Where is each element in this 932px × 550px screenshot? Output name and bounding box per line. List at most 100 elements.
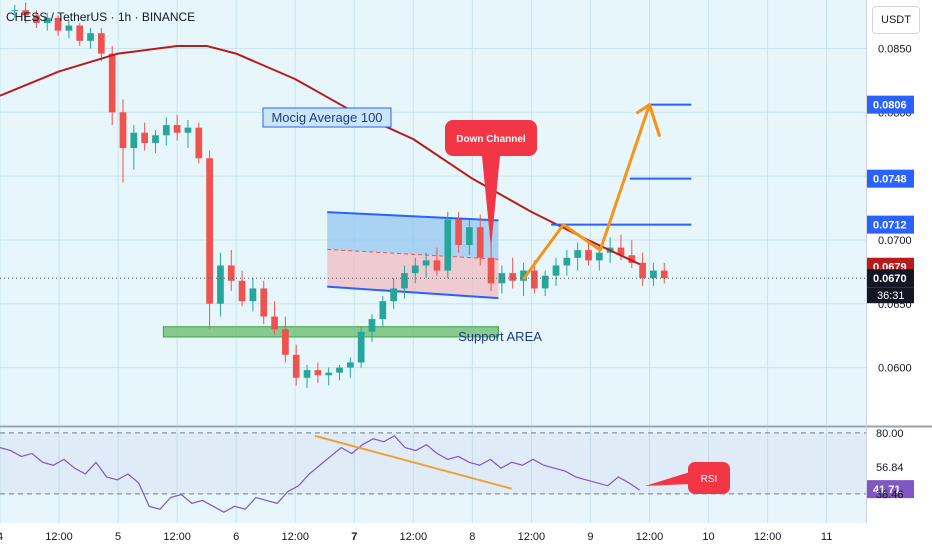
rsi-value-badge (867, 480, 914, 499)
support-zone (162, 326, 499, 338)
candle-body (249, 288, 257, 302)
countdown-badge (867, 287, 914, 304)
candle-body (152, 135, 159, 143)
rsi-band (0, 432, 866, 494)
moving-average-series (0, 44, 641, 266)
candle-body (401, 273, 408, 289)
candle-body (422, 260, 430, 266)
candle-body (390, 288, 397, 302)
candle-body (238, 280, 246, 302)
time-tick-label: 12:00 (163, 531, 191, 543)
projection-arrowhead (636, 103, 661, 137)
rsi-value-label: 41.71 (873, 484, 901, 496)
candle-body (227, 265, 235, 281)
candle-body (585, 250, 592, 261)
candle-body (552, 265, 560, 276)
candle-body (195, 127, 203, 159)
time-tick-label: 12:00 (400, 531, 428, 543)
time-tick-label: 5 (115, 531, 121, 543)
price-pane-background (0, 0, 866, 425)
candle-body (433, 260, 441, 271)
candle-body (466, 227, 473, 246)
time-tick-label: 12:00 (636, 531, 664, 543)
annotations: Mocig Average 100 Down Channel Support A… (262, 107, 542, 344)
candle-body (271, 316, 278, 330)
candle-body (33, 15, 40, 23)
candle-body (509, 273, 517, 281)
candle-body (303, 370, 311, 378)
rsi-level-label: 56.84 (876, 462, 904, 474)
candle-body (346, 362, 354, 368)
time-tick-label: 7 (351, 531, 357, 543)
candle-body (379, 301, 387, 320)
rsi-callout: RSI (645, 462, 730, 494)
candle-body (487, 257, 495, 284)
down-channel-callout: Down Channel (445, 120, 537, 248)
moving-average-line (0, 44, 641, 266)
time-tick-label: 11 (821, 531, 832, 543)
time-tick-label: 12:00 (45, 531, 73, 543)
countdown-label: 36:31 (877, 290, 905, 302)
time-tick-label: 10 (702, 531, 714, 543)
support-label-group: Support AREA (458, 329, 542, 344)
down-channel-label: Down Channel (456, 134, 526, 145)
candle-body (184, 127, 192, 133)
ma-label-box: Mocig Average 100 (262, 107, 392, 128)
ma-label: Mocig Average 100 (271, 110, 382, 125)
candle-body (531, 270, 538, 289)
price-level-badge (867, 169, 914, 188)
rsi-label: RSI (701, 474, 718, 485)
down-channel (327, 211, 499, 300)
time-tick-label: 9 (587, 531, 593, 543)
price-level-badge (867, 95, 914, 114)
candle-body (22, 10, 29, 16)
candle-body (217, 265, 224, 304)
candle-body (411, 265, 419, 274)
time-tick-label: 6 (233, 531, 239, 543)
pair-title[interactable]: CHESS / TetherUS · 1h · BINANCE (6, 10, 196, 24)
time-axis[interactable]: 4 12:00 5 12:00 6 12:00 7 12:00 8 12:00 9 12:00 10 12… (0, 531, 832, 543)
candle-body (87, 33, 94, 41)
candle-body (119, 112, 127, 149)
rsi-level-label: 80.00 (876, 428, 904, 440)
rsi-axis-background (866, 428, 932, 523)
candle-body (54, 17, 62, 31)
candle-body (357, 331, 365, 363)
price-tick-label: 0.0700 (878, 235, 912, 247)
channel-lower-fill (327, 249, 499, 299)
candle-body (260, 288, 268, 317)
candle-body (628, 255, 636, 263)
candle-body (130, 132, 138, 149)
currency-unit-button[interactable]: USDT (872, 6, 920, 34)
candle-body (574, 250, 582, 258)
rsi-level-label: 38.46 (876, 489, 904, 501)
candle-body (639, 262, 646, 279)
channel-mid-line (327, 248, 499, 260)
time-tick-label: 12:00 (754, 531, 782, 543)
channel-lower-line (327, 285, 499, 300)
price-level-label: 0.0670 (873, 273, 907, 285)
candle-body (162, 125, 170, 136)
price-tick-label: 0.0600 (878, 363, 912, 375)
time-axis-background[interactable] (0, 523, 932, 550)
rsi-line (0, 435, 640, 513)
candle-body (141, 132, 149, 143)
candle-body (520, 270, 527, 281)
candle-body (65, 25, 73, 31)
candle-body (455, 219, 462, 246)
price-tick-label: 0.0850 (878, 43, 912, 55)
candle-body (108, 53, 116, 113)
price-level-label: 0.0712 (873, 220, 907, 232)
candle-body (336, 367, 343, 373)
time-tick-label: 4 (0, 531, 3, 543)
price-axis[interactable]: 0.08500.08000.07500.07000.06500.06000.08… (867, 43, 914, 375)
candle-body (76, 25, 84, 41)
candle-body (292, 354, 300, 378)
candle-body (11, 10, 19, 12)
candle-body (476, 227, 484, 258)
candle-body (206, 158, 213, 304)
target-levels (0, 103, 866, 279)
time-tick-label: 12:00 (518, 531, 546, 543)
